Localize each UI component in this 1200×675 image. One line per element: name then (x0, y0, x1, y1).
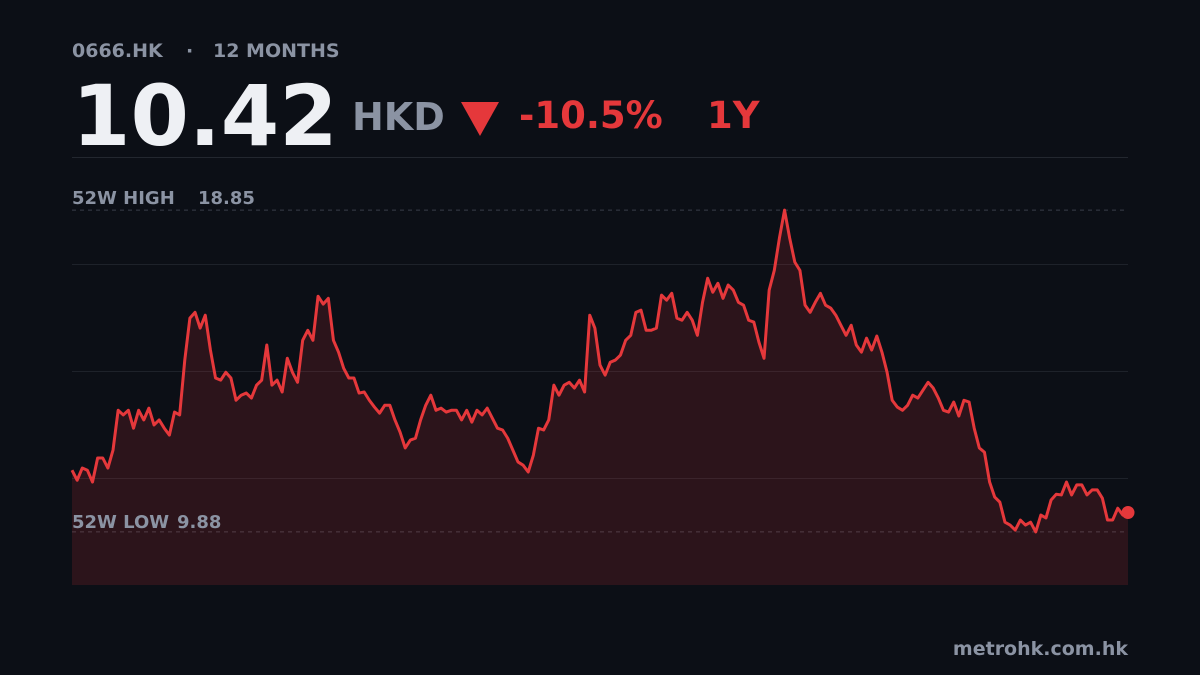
last-point (1121, 506, 1135, 520)
change: -10.5% (519, 94, 663, 137)
low-value: 9.88 (177, 512, 221, 533)
ticker: 0666.HK (72, 40, 164, 62)
down-arrow (461, 102, 499, 136)
price: 10.42 (72, 67, 338, 165)
source: metrohk.com.hk (953, 638, 1128, 660)
range: 1Y (707, 94, 761, 137)
low-label: 52W LOW (72, 512, 169, 533)
price-line (70, 208, 1129, 534)
plot (70, 208, 1135, 585)
separator-dot: · (186, 40, 193, 62)
period: 12 MONTHS (213, 40, 340, 62)
high-label: 52W HIGH (72, 188, 175, 209)
grid (72, 264, 1128, 479)
area-fill (72, 210, 1128, 585)
high-value: 18.85 (198, 188, 255, 209)
currency: HKD (352, 95, 445, 139)
labels: 52W HIGH 18.85 52W LOW 9.88 (72, 188, 255, 533)
